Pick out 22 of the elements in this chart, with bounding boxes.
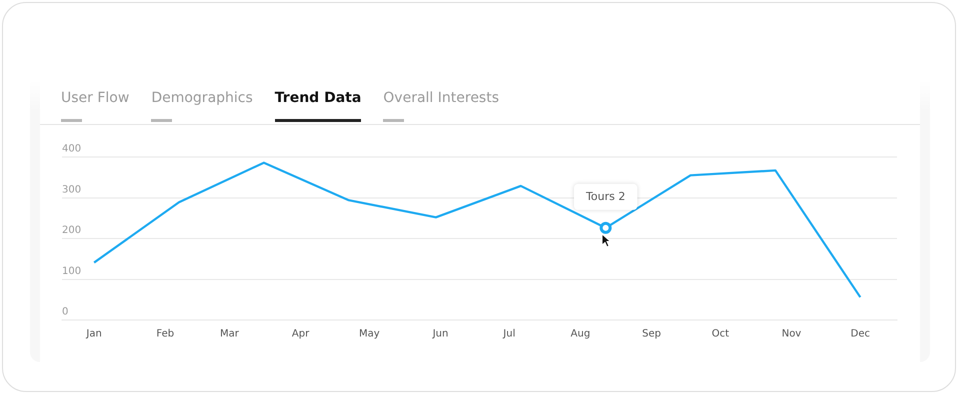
x-tick-label: Jun [432,328,448,340]
x-tick-label: Oct [712,328,730,340]
x-tick-label: Mar [220,328,240,340]
x-tick-label: Jul [502,328,516,340]
y-tick-label: 400 [62,144,82,155]
text: Demographics [151,90,253,106]
y-tick-label: 0 [62,306,68,318]
x-tick-label: Feb [156,328,174,340]
x-tick-label: May [359,328,380,340]
text: Overall Interests [383,90,500,106]
x-tick-label: Nov [782,328,802,340]
chart-title: Trend Data [274,90,362,106]
x-tick-label: Apr [292,328,310,340]
y-tick-label: 200 [62,225,82,236]
annotation: Tours 2 [585,190,626,203]
x-tick-label: Sep [642,328,661,340]
text: User Flow [61,90,130,106]
x-tick-label: Aug [570,328,590,340]
x-tick-label: Jan [85,328,102,340]
y-tick-label: 300 [62,184,82,196]
x-tick-label: Dec [850,328,870,340]
y-tick-label: 100 [62,266,82,277]
